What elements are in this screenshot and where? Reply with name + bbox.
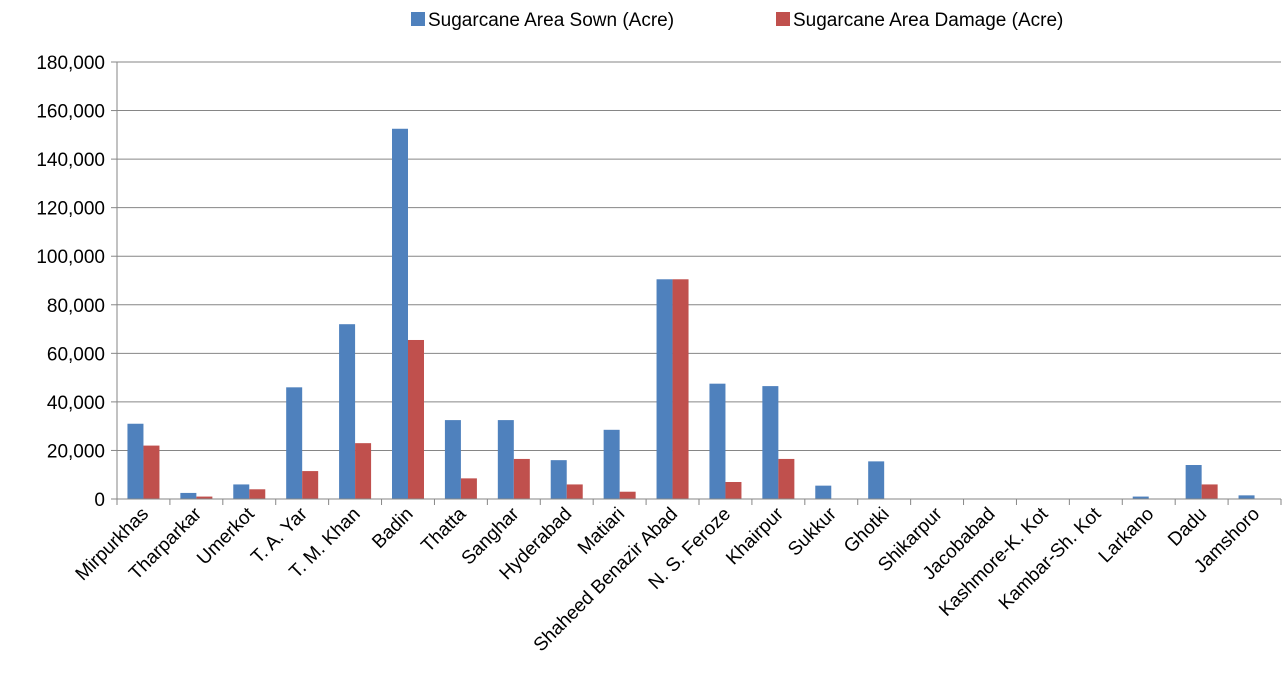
bar-damage [143,445,160,499]
bar-sown [709,383,726,499]
legend-label-sown: Sugarcane Area Sown (Acre) [428,10,674,31]
bar-damage [672,279,689,499]
bar-damage [778,458,795,499]
bar-damage [566,484,583,499]
bar-sown [1185,465,1202,499]
legend-swatch-sown [411,12,425,26]
bar-sown [603,429,620,499]
y-tick-label: 140,000 [36,150,105,171]
bar-sown [233,484,250,499]
legend-label-damage: Sugarcane Area Damage (Acre) [793,10,1063,31]
y-axis-ticks: 0 20,000 40,000 60,000 80,000 100,000 120,000 1… [36,53,117,511]
x-tick-label: Badin [368,504,417,553]
bar-damage [513,458,530,499]
x-tick-label: Sukkur [784,503,841,560]
x-tick-label: Umerkot [193,503,259,569]
bar-damage [355,443,372,499]
x-tick-label: Dadu [1164,504,1211,551]
bar-sown [550,460,567,499]
bar-damage [408,339,424,499]
y-tick-label: 20,000 [47,441,105,462]
bar-damage [196,496,213,499]
bar-damage [619,491,636,499]
bar-sown [180,492,197,499]
bar-sown [868,461,885,499]
y-tick-label: 100,000 [36,247,105,268]
y-tick-label: 0 [94,490,105,511]
bar-sown [1132,496,1149,499]
bar-sown [286,387,303,499]
bar-sown [815,485,832,499]
bar-damage [460,478,477,499]
legend-swatch-damage [776,12,790,26]
x-tick-label: Larkano [1095,504,1158,567]
bar-sown [762,386,779,499]
y-tick-label: 160,000 [36,102,105,123]
y-tick-label: 80,000 [47,296,105,317]
bar-sown [656,279,673,499]
bar-damage [302,471,319,499]
bar-sown [444,420,461,499]
bars [127,128,1255,500]
bar-sown [1238,495,1255,499]
y-tick-label: 180,000 [36,53,105,74]
bar-damage [725,482,742,499]
bar-damage [249,489,266,499]
y-tick-label: 40,000 [47,393,105,414]
y-tick-label: 60,000 [47,344,105,365]
x-tick-label: Khairpur [722,503,788,569]
bar-sown [127,423,144,499]
bar-sown [339,324,356,499]
bar-sown [497,420,514,499]
bar-sown [392,128,408,499]
legend: Sugarcane Area Sown (Acre) Sugarcane Are… [411,10,1063,31]
y-tick-label: 120,000 [36,199,105,220]
gridlines [117,61,1281,451]
axes [116,62,1282,505]
bar-damage [1201,484,1218,499]
